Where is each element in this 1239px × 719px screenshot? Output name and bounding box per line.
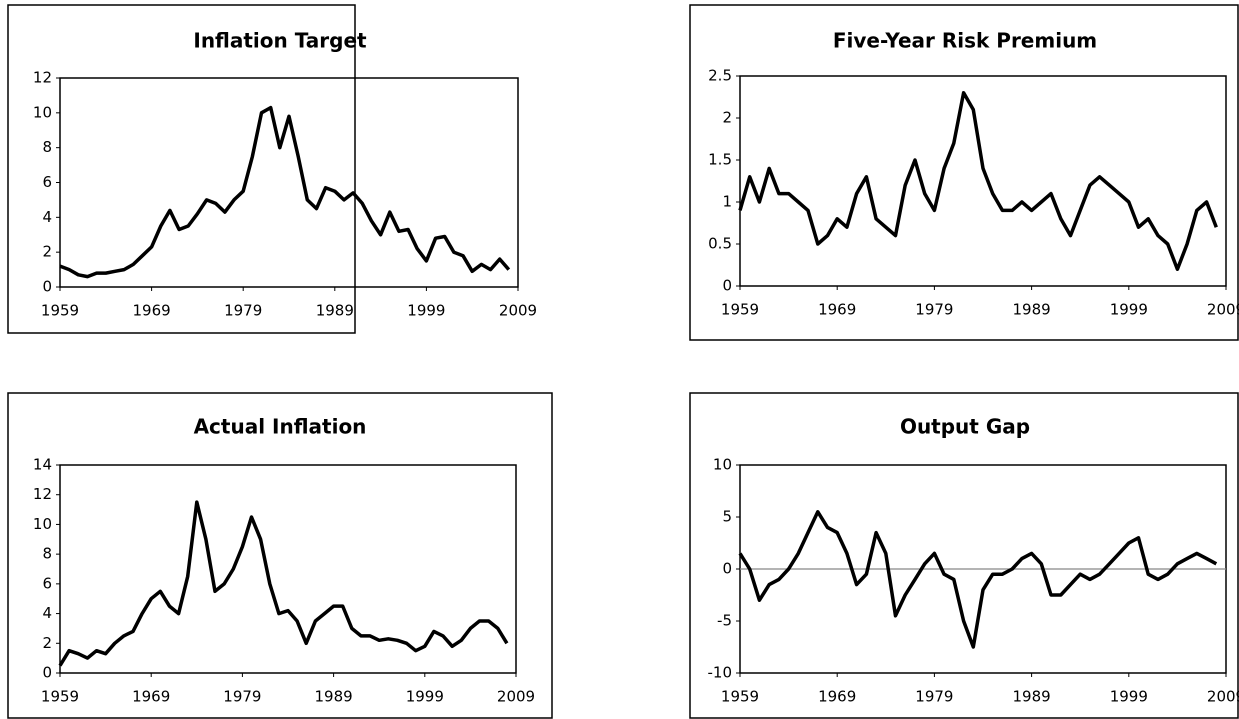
y-tick-label: 0: [42, 278, 52, 296]
x-tick-label: 1969: [818, 688, 856, 706]
series-line: [738, 91, 1218, 271]
panel-border: [689, 4, 1239, 341]
x-tick-label: 1959: [721, 301, 759, 319]
series-line: [738, 510, 1218, 649]
x-tick-label: 1989: [315, 688, 353, 706]
x-tick-label: 1989: [1013, 301, 1051, 319]
chart-title: Inflation Target: [193, 29, 367, 53]
y-tick-label: 10: [33, 103, 52, 121]
plot-area: [59, 77, 519, 288]
chart-title: Five-Year Risk Premium: [833, 29, 1097, 53]
y-tick-label: 10: [33, 515, 52, 533]
panel-border: [689, 392, 1239, 719]
x-tick-label: 1959: [41, 688, 79, 706]
x-tick-label: 1979: [224, 302, 262, 320]
series-line: [58, 500, 509, 667]
x-tick-label: 1979: [915, 301, 953, 319]
chart-title: Actual Inflation: [194, 415, 367, 439]
series-line: [59, 105, 511, 279]
x-tick-label: 1989: [316, 302, 354, 320]
y-tick-label: 5: [722, 508, 732, 526]
y-tick-label: -5: [717, 612, 732, 630]
y-tick-label: 1.5: [708, 151, 732, 169]
panel-border: [7, 4, 356, 334]
x-tick-label: 1999: [407, 302, 445, 320]
y-tick-label: 12: [33, 485, 52, 503]
y-tick-label: 14: [33, 456, 52, 474]
y-tick-label: 2: [722, 109, 732, 127]
y-tick-label: 12: [33, 69, 52, 87]
y-tick-label: 4: [42, 604, 52, 622]
y-tick-label: 0: [42, 664, 52, 682]
y-tick-label: 0: [722, 560, 732, 578]
x-tick-label: 1979: [223, 688, 261, 706]
x-tick-label: 2009: [497, 688, 535, 706]
plot-area: [739, 75, 1227, 287]
y-tick-label: -10: [708, 664, 733, 682]
y-tick-label: 0.5: [708, 235, 732, 253]
panel-border: [7, 392, 553, 719]
y-tick-label: 2.5: [708, 67, 732, 85]
plot-area: [59, 464, 517, 674]
y-tick-label: 6: [42, 574, 52, 592]
x-tick-label: 1999: [406, 688, 444, 706]
x-tick-label: 1959: [721, 688, 759, 706]
y-tick-label: 2: [42, 634, 52, 652]
x-tick-label: 1999: [1110, 688, 1148, 706]
x-tick-label: 1989: [1013, 688, 1051, 706]
chart-title: Output Gap: [900, 415, 1030, 439]
y-tick-label: 2: [42, 243, 52, 261]
x-tick-label: 2009: [1207, 688, 1239, 706]
x-tick-label: 1999: [1110, 301, 1148, 319]
x-tick-label: 1969: [133, 302, 171, 320]
x-tick-label: 1959: [41, 302, 79, 320]
x-tick-label: 2009: [499, 302, 537, 320]
x-tick-label: 1969: [818, 301, 856, 319]
y-tick-label: 1: [722, 193, 732, 211]
y-tick-label: 8: [42, 545, 52, 563]
y-tick-label: 6: [42, 173, 52, 191]
y-tick-label: 0: [722, 277, 732, 295]
x-tick-label: 1979: [915, 688, 953, 706]
x-tick-label: 1969: [132, 688, 170, 706]
y-tick-label: 4: [42, 208, 52, 226]
x-tick-label: 2009: [1207, 301, 1239, 319]
y-tick-label: 10: [713, 456, 732, 474]
y-tick-label: 8: [42, 138, 52, 156]
